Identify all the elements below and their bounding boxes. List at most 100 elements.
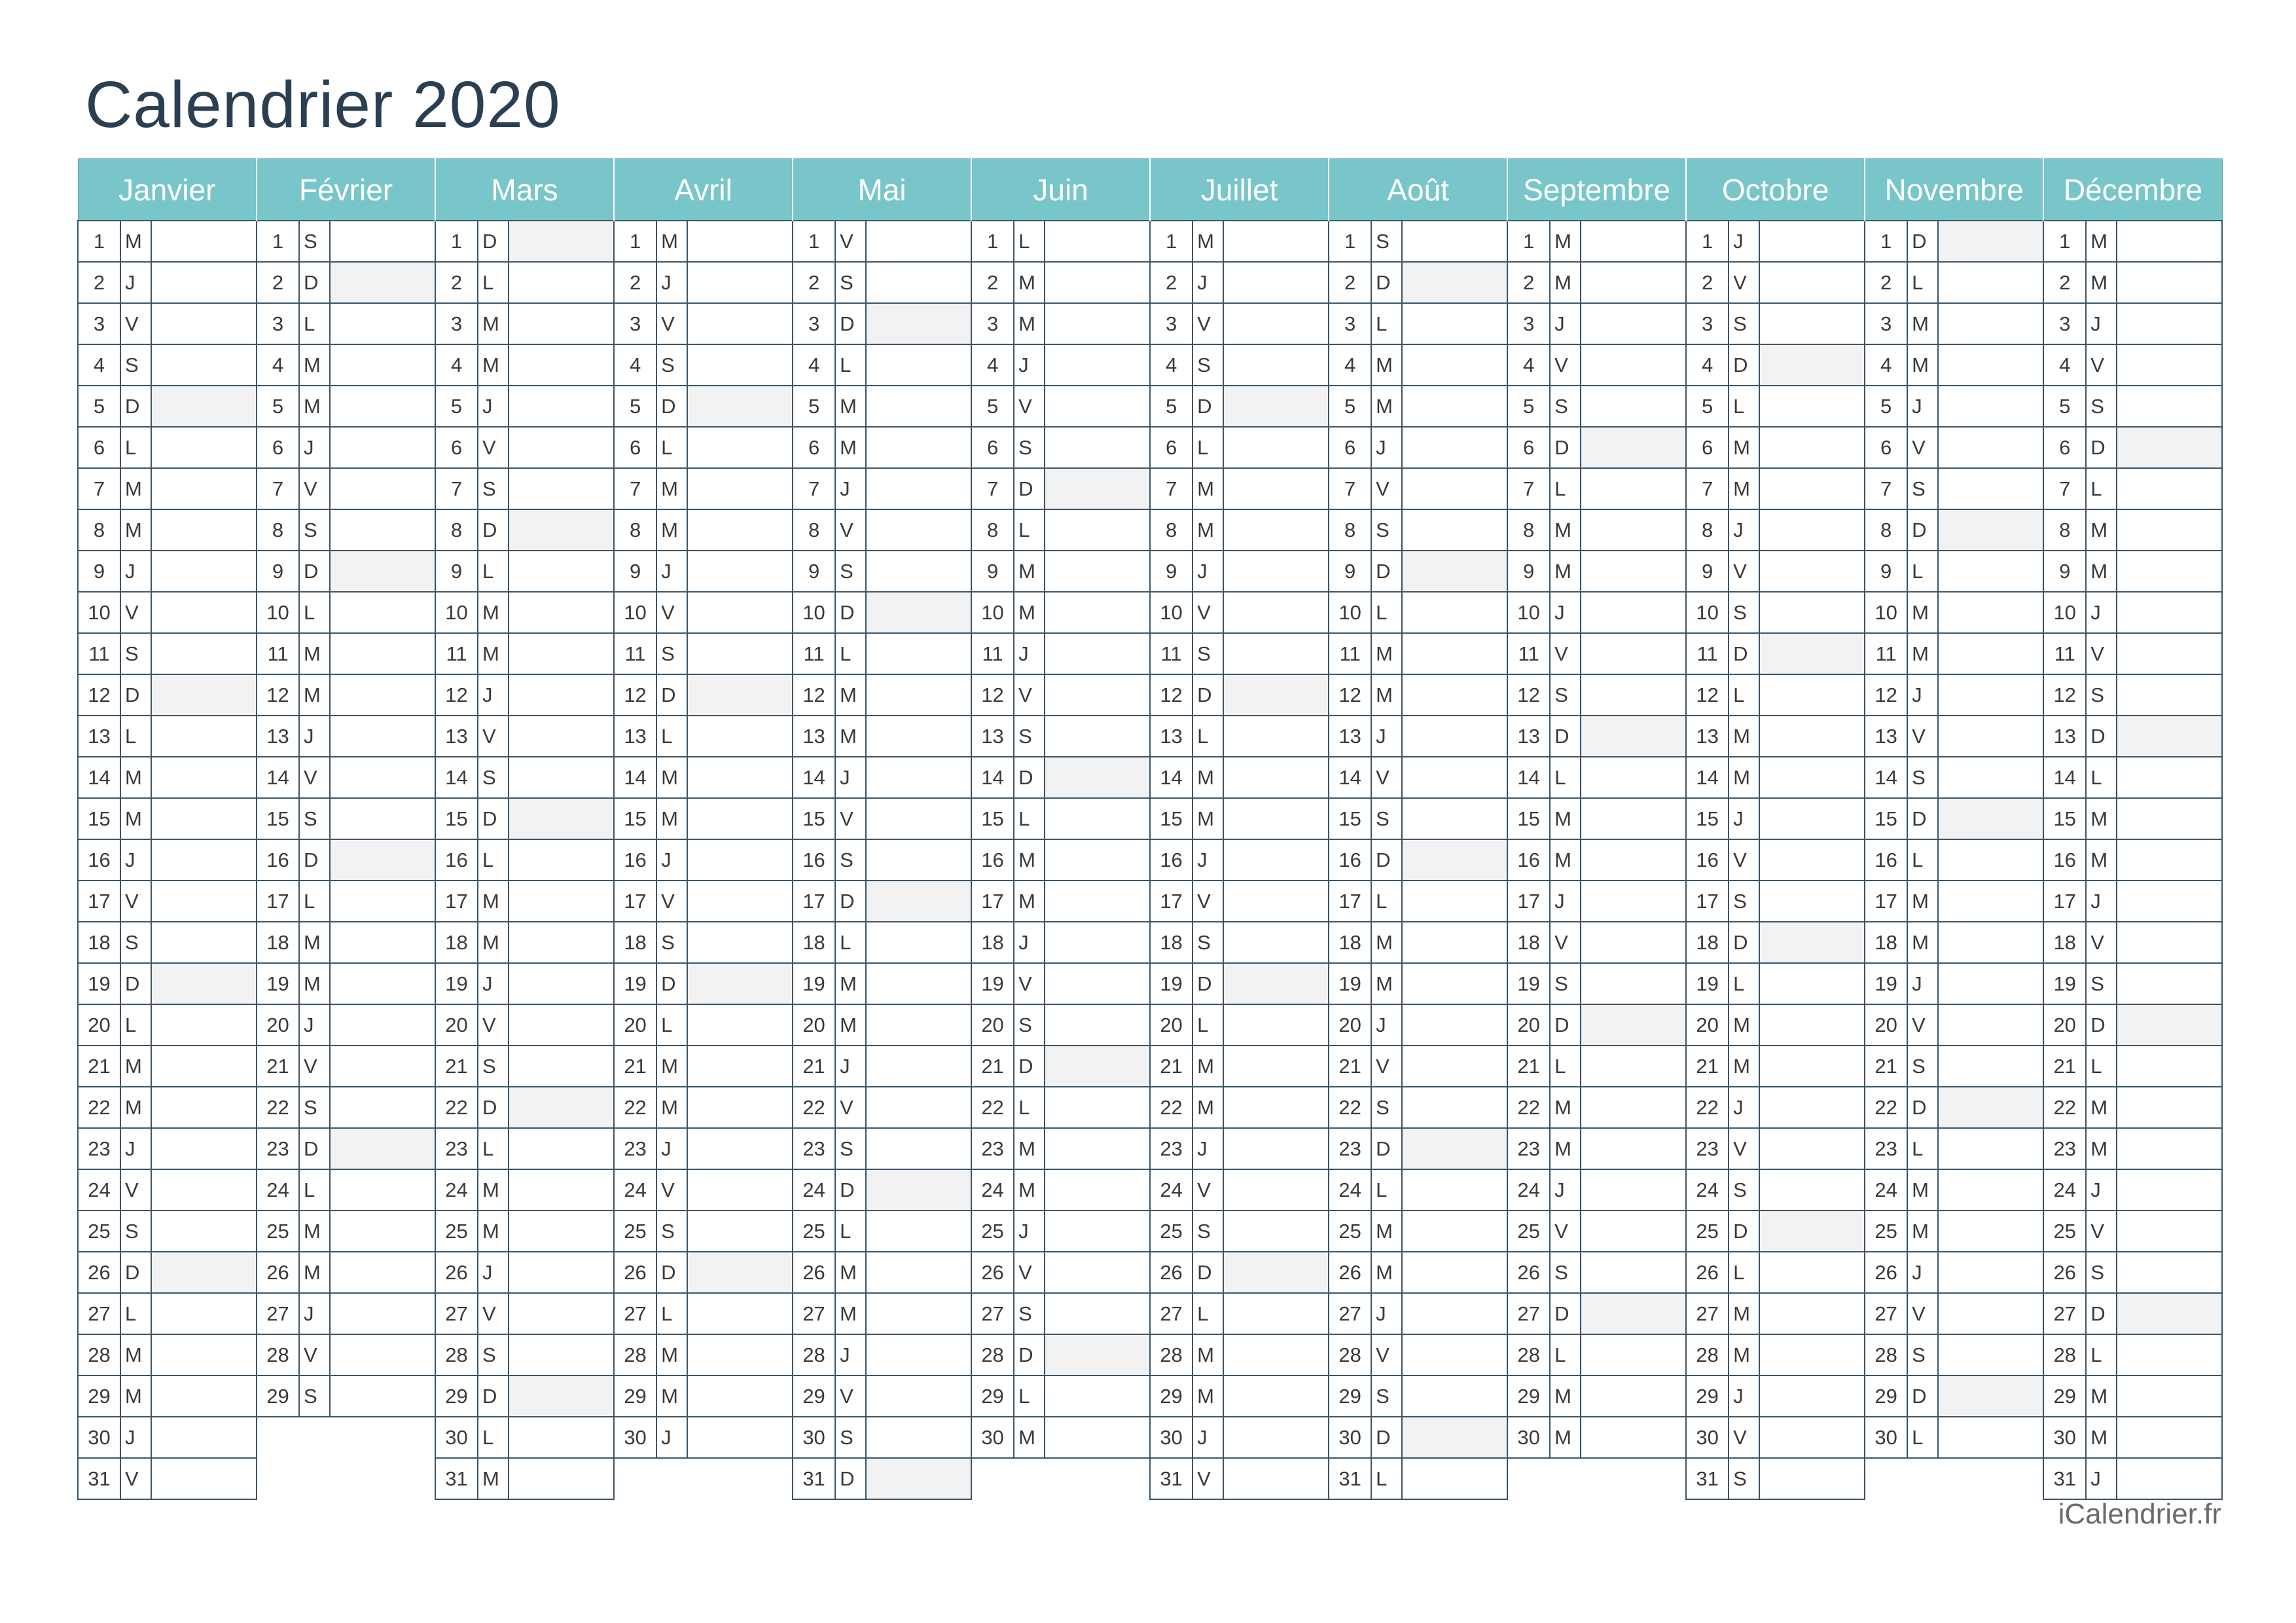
day-note-cell[interactable] bbox=[1401, 674, 1509, 716]
day-note-cell[interactable] bbox=[2116, 591, 2223, 634]
day-note-cell[interactable] bbox=[150, 1210, 258, 1252]
day-note-cell[interactable] bbox=[508, 344, 615, 386]
sunday-note-cell[interactable] bbox=[1759, 632, 1866, 675]
day-note-cell[interactable] bbox=[329, 1251, 437, 1294]
sunday-note-cell[interactable] bbox=[150, 674, 258, 716]
day-note-cell[interactable] bbox=[865, 839, 973, 881]
day-note-cell[interactable] bbox=[150, 1375, 258, 1417]
sunday-note-cell[interactable] bbox=[865, 880, 973, 922]
day-note-cell[interactable] bbox=[1580, 921, 1687, 964]
sunday-note-cell[interactable] bbox=[1937, 797, 2045, 840]
day-note-cell[interactable] bbox=[508, 467, 615, 510]
day-note-cell[interactable] bbox=[1937, 261, 2045, 304]
day-note-cell[interactable] bbox=[329, 962, 437, 1005]
day-note-cell[interactable] bbox=[1580, 220, 1687, 263]
day-note-cell[interactable] bbox=[1401, 880, 1509, 922]
day-note-cell[interactable] bbox=[865, 1334, 973, 1376]
day-note-cell[interactable] bbox=[150, 1169, 258, 1211]
day-note-cell[interactable] bbox=[1223, 632, 1330, 675]
day-note-cell[interactable] bbox=[1580, 1334, 1687, 1376]
day-note-cell[interactable] bbox=[687, 756, 794, 799]
day-note-cell[interactable] bbox=[1401, 1086, 1509, 1129]
day-note-cell[interactable] bbox=[1401, 756, 1509, 799]
day-note-cell[interactable] bbox=[1044, 591, 1151, 634]
day-note-cell[interactable] bbox=[1223, 1004, 1330, 1046]
day-note-cell[interactable] bbox=[150, 921, 258, 964]
day-note-cell[interactable] bbox=[1937, 591, 2045, 634]
day-note-cell[interactable] bbox=[1759, 1045, 1866, 1087]
day-note-cell[interactable] bbox=[2116, 632, 2223, 675]
day-note-cell[interactable] bbox=[1580, 797, 1687, 840]
day-note-cell[interactable] bbox=[329, 1086, 437, 1129]
sunday-note-cell[interactable] bbox=[865, 302, 973, 345]
day-note-cell[interactable] bbox=[150, 591, 258, 634]
sunday-note-cell[interactable] bbox=[508, 797, 615, 840]
day-note-cell[interactable] bbox=[865, 632, 973, 675]
day-note-cell[interactable] bbox=[1044, 632, 1151, 675]
day-note-cell[interactable] bbox=[1937, 1292, 2045, 1335]
day-note-cell[interactable] bbox=[1223, 921, 1330, 964]
day-note-cell[interactable] bbox=[1044, 1292, 1151, 1335]
day-note-cell[interactable] bbox=[508, 880, 615, 922]
day-note-cell[interactable] bbox=[1759, 1334, 1866, 1376]
day-note-cell[interactable] bbox=[1401, 1045, 1509, 1087]
day-note-cell[interactable] bbox=[1937, 467, 2045, 510]
sunday-note-cell[interactable] bbox=[865, 591, 973, 634]
day-note-cell[interactable] bbox=[687, 1004, 794, 1046]
day-note-cell[interactable] bbox=[865, 756, 973, 799]
sunday-note-cell[interactable] bbox=[1759, 1210, 1866, 1252]
day-note-cell[interactable] bbox=[329, 1375, 437, 1417]
day-note-cell[interactable] bbox=[1223, 839, 1330, 881]
day-note-cell[interactable] bbox=[1223, 1210, 1330, 1252]
day-note-cell[interactable] bbox=[2116, 1169, 2223, 1211]
day-note-cell[interactable] bbox=[1759, 1086, 1866, 1129]
day-note-cell[interactable] bbox=[1401, 467, 1509, 510]
day-note-cell[interactable] bbox=[1759, 715, 1866, 757]
sunday-note-cell[interactable] bbox=[150, 1251, 258, 1294]
day-note-cell[interactable] bbox=[687, 1045, 794, 1087]
sunday-note-cell[interactable] bbox=[508, 1375, 615, 1417]
day-note-cell[interactable] bbox=[687, 1169, 794, 1211]
sunday-note-cell[interactable] bbox=[1937, 509, 2045, 551]
day-note-cell[interactable] bbox=[1044, 509, 1151, 551]
sunday-note-cell[interactable] bbox=[865, 1169, 973, 1211]
day-note-cell[interactable] bbox=[508, 1334, 615, 1376]
day-note-cell[interactable] bbox=[508, 1045, 615, 1087]
day-note-cell[interactable] bbox=[1759, 674, 1866, 716]
day-note-cell[interactable] bbox=[150, 1334, 258, 1376]
day-note-cell[interactable] bbox=[150, 1292, 258, 1335]
day-note-cell[interactable] bbox=[329, 880, 437, 922]
day-note-cell[interactable] bbox=[1044, 962, 1151, 1005]
day-note-cell[interactable] bbox=[1580, 385, 1687, 428]
day-note-cell[interactable] bbox=[329, 467, 437, 510]
day-note-cell[interactable] bbox=[687, 220, 794, 263]
sunday-note-cell[interactable] bbox=[508, 220, 615, 263]
day-note-cell[interactable] bbox=[1937, 302, 2045, 345]
day-note-cell[interactable] bbox=[1580, 632, 1687, 675]
day-note-cell[interactable] bbox=[150, 1127, 258, 1170]
day-note-cell[interactable] bbox=[1223, 302, 1330, 345]
day-note-cell[interactable] bbox=[1401, 1004, 1509, 1046]
day-note-cell[interactable] bbox=[687, 880, 794, 922]
day-note-cell[interactable] bbox=[1580, 756, 1687, 799]
day-note-cell[interactable] bbox=[1401, 1210, 1509, 1252]
day-note-cell[interactable] bbox=[1580, 839, 1687, 881]
day-note-cell[interactable] bbox=[1401, 1251, 1509, 1294]
day-note-cell[interactable] bbox=[1580, 1416, 1687, 1459]
day-note-cell[interactable] bbox=[329, 220, 437, 263]
sunday-note-cell[interactable] bbox=[1759, 344, 1866, 386]
day-note-cell[interactable] bbox=[1937, 426, 2045, 469]
day-note-cell[interactable] bbox=[1580, 880, 1687, 922]
sunday-note-cell[interactable] bbox=[687, 962, 794, 1005]
day-note-cell[interactable] bbox=[1580, 550, 1687, 593]
day-note-cell[interactable] bbox=[329, 715, 437, 757]
day-note-cell[interactable] bbox=[150, 1086, 258, 1129]
sunday-note-cell[interactable] bbox=[1401, 550, 1509, 593]
day-note-cell[interactable] bbox=[150, 220, 258, 263]
sunday-note-cell[interactable] bbox=[2116, 1292, 2223, 1335]
day-note-cell[interactable] bbox=[508, 1416, 615, 1459]
day-note-cell[interactable] bbox=[1937, 921, 2045, 964]
day-note-cell[interactable] bbox=[1401, 220, 1509, 263]
day-note-cell[interactable] bbox=[329, 674, 437, 716]
day-note-cell[interactable] bbox=[150, 302, 258, 345]
